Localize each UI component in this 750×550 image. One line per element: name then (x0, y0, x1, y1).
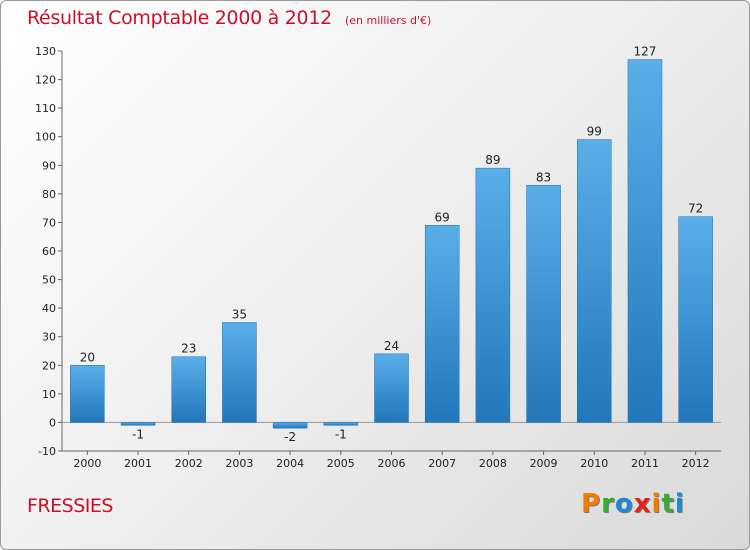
brand-letter: x (633, 489, 652, 519)
y-tick-label: 30 (42, 331, 56, 344)
x-tick-label: 2005 (327, 457, 355, 470)
y-tick-label: -10 (38, 445, 56, 458)
y-tick-label: 10 (42, 388, 56, 401)
brand-letter: o (614, 489, 634, 519)
value-label-2012: 72 (688, 202, 703, 216)
brand-letter: P (581, 489, 602, 519)
y-tick-label: 40 (42, 302, 56, 315)
value-label-2002: 23 (181, 342, 196, 356)
labels: 2000 20 2001 -1 2002 23 2003 35 2004 -2 2005 -1 2006… (73, 45, 709, 470)
x-tick-label: 2008 (479, 457, 507, 470)
bar-2003 (222, 322, 257, 423)
value-label-2009: 83 (536, 170, 551, 184)
chart-subtitle: (en milliers d'€) (344, 14, 432, 27)
bar-2007 (424, 225, 460, 423)
bar-2006 (374, 353, 409, 423)
x-tick-label: 2002 (175, 457, 203, 470)
value-label-2011: 127 (634, 45, 657, 59)
value-label-2008: 89 (485, 153, 500, 167)
brand-letter: i (674, 489, 685, 519)
y-tick-label: 110 (35, 102, 56, 115)
value-label-2003: 35 (232, 307, 247, 321)
bar-2005 (323, 422, 359, 426)
bar-2011 (627, 59, 663, 423)
chart-title: Résultat Comptable 2000 à 2012 (27, 7, 332, 29)
brand-letter: r (601, 489, 615, 519)
chart-header: Résultat Comptable 2000 à 2012 (en milli… (27, 7, 431, 29)
value-label-2000: 20 (80, 350, 95, 364)
bar-2012 (678, 216, 713, 423)
value-label-2005: -1 (335, 427, 347, 441)
x-tick-label: 2003 (225, 457, 253, 470)
brand-letter: i (651, 489, 662, 519)
x-tick-label: 2009 (530, 457, 558, 470)
brand-logo: Proxiti (581, 489, 685, 519)
bar-2008 (475, 167, 511, 423)
x-tick-label: 2006 (378, 457, 406, 470)
x-tick-label: 2001 (124, 457, 152, 470)
y-tick-label: 80 (42, 188, 56, 201)
bars (70, 59, 713, 429)
brand-letter: t (661, 489, 675, 519)
y-tick-label: 100 (35, 131, 56, 144)
x-tick-label: 2010 (580, 457, 608, 470)
value-label-2007: 69 (435, 210, 450, 224)
y-tick-label: 90 (42, 159, 56, 172)
commune-name: FRESSIES (27, 495, 113, 517)
y-tick-label: 20 (42, 359, 56, 372)
y-tick-label: 70 (42, 216, 56, 229)
x-tick-label: 2011 (631, 457, 659, 470)
bar-2001 (120, 422, 156, 426)
y-tick-label: 50 (42, 274, 56, 287)
x-tick-label: 2004 (276, 457, 304, 470)
y-tick-label: 60 (42, 245, 56, 258)
y-tick-label: 120 (35, 74, 56, 87)
x-tick-label: 2012 (682, 457, 710, 470)
y-tick-label: 0 (49, 416, 56, 429)
bar-2010 (577, 139, 612, 423)
value-label-2010: 99 (587, 125, 602, 139)
bar-2000 (70, 365, 105, 423)
bar-2009 (526, 185, 561, 423)
x-tick-label: 2000 (73, 457, 101, 470)
value-label-2004: -2 (284, 430, 296, 444)
x-tick-label: 2007 (428, 457, 456, 470)
bar-2004 (272, 422, 308, 429)
bar-2002 (171, 356, 206, 423)
y-tick-label: 130 (35, 45, 56, 58)
value-label-2006: 24 (384, 339, 399, 353)
value-label-2001: -1 (132, 427, 144, 441)
